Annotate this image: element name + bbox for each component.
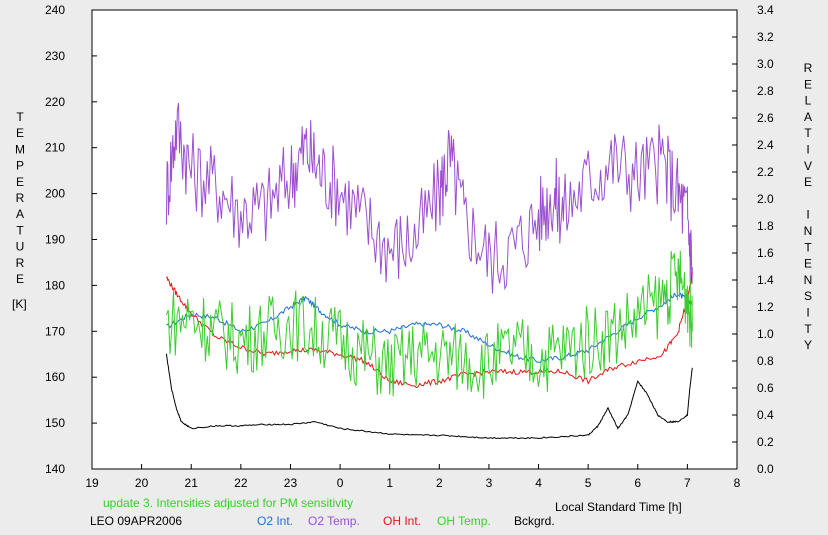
right-axis-title-letter: I: [806, 306, 809, 320]
y-left-tick-label: 190: [45, 233, 65, 247]
y-left-tick-label: 140: [45, 462, 65, 476]
legend-entry: Bckgrd.: [514, 514, 555, 528]
right-axis-title-letter: I: [806, 143, 809, 157]
y-right-tick-label: 2.6: [757, 111, 774, 125]
x-tick-label: 23: [284, 476, 298, 490]
y-right-tick-label: 2.8: [757, 84, 774, 98]
right-axis-title-letter: V: [804, 159, 812, 173]
y-left-tick-label: 200: [45, 187, 65, 201]
legend-entry: O2 Int.: [257, 514, 293, 528]
x-tick-label: 21: [185, 476, 199, 490]
left-axis-title-letter: T: [16, 110, 24, 124]
y-right-tick-label: 3.2: [757, 30, 774, 44]
series-line-o2-temp: [165, 103, 693, 294]
y-left-tick-label: 230: [45, 49, 65, 63]
y-left-tick-label: 170: [45, 324, 65, 338]
y-right-tick-label: 2.2: [757, 165, 774, 179]
x-tick-label: 5: [585, 476, 592, 490]
station-date-label: LEO 09APR2006: [90, 514, 182, 528]
series-line-bckgrd: [165, 353, 693, 440]
y-left-tick-label: 150: [45, 416, 65, 430]
y-right-tick-label: 1.8: [757, 219, 774, 233]
left-axis-title-letter: R: [16, 256, 25, 270]
right-axis-title-letter: Y: [804, 338, 812, 352]
y-left-tick-label: 220: [45, 95, 65, 109]
x-tick-label: 6: [634, 476, 641, 490]
right-axis-title-letter: I: [806, 208, 809, 222]
right-axis-title-letter: L: [805, 94, 812, 108]
left-axis-title-letter: P: [16, 159, 24, 173]
legend-entry: OH Temp.: [437, 514, 491, 528]
x-tick-label: 3: [486, 476, 493, 490]
y-left-tick-label: 210: [45, 141, 65, 155]
right-axis-title-letter: S: [804, 289, 812, 303]
x-tick-label: 1: [386, 476, 393, 490]
y-right-tick-label: 0.2: [757, 435, 774, 449]
axes-layer: 19 20 21 22 23 0 1 2 3 4 5 6 7 8140150160170180190200…: [15, 3, 813, 490]
y-right-tick-label: 2.4: [757, 138, 774, 152]
series-layer: [165, 103, 693, 440]
right-axis-title-letter: R: [804, 61, 813, 75]
y-right-tick-label: 1.0: [757, 327, 774, 341]
x-tick-label: 20: [135, 476, 149, 490]
y-right-tick-label: 3.0: [757, 57, 774, 71]
right-axis-title-letter: E: [804, 257, 812, 271]
x-tick-label: 4: [535, 476, 542, 490]
left-axis-title-letter: E: [16, 126, 24, 140]
y-right-tick-label: 0.8: [757, 354, 774, 368]
y-left-tick-label: 160: [45, 370, 65, 384]
right-axis-title-letter: E: [804, 175, 812, 189]
right-axis-title-letter: T: [804, 126, 812, 140]
left-axis-title-letter: U: [16, 240, 25, 254]
y-right-tick-label: 0.0: [757, 462, 774, 476]
x-tick-label: 8: [734, 476, 741, 490]
x-tick-label: 22: [234, 476, 248, 490]
left-axis-title-letter: M: [15, 142, 25, 156]
y-right-tick-label: 1.4: [757, 273, 774, 287]
legend-entry: OH Int.: [383, 514, 421, 528]
y-right-tick-label: 3.4: [757, 3, 774, 17]
right-axis-title-letter: T: [804, 322, 812, 336]
y-right-tick-label: 0.4: [757, 408, 774, 422]
y-left-tick-label: 240: [45, 3, 65, 17]
x-axis-label: Local Standard Time [h]: [555, 500, 682, 514]
left-axis-title-letter: E: [16, 272, 24, 286]
left-axis-title-letter: R: [16, 191, 25, 205]
x-tick-label: 19: [85, 476, 99, 490]
y-right-tick-label: 0.6: [757, 381, 774, 395]
right-axis-title-letter: A: [804, 110, 812, 124]
y-right-tick-label: 2.0: [757, 192, 774, 206]
right-axis-title-letter: E: [804, 77, 812, 91]
legend-entry: O2 Temp.: [308, 514, 360, 528]
series-line-o2-int: [166, 292, 693, 363]
x-tick-label: 0: [337, 476, 344, 490]
right-axis-title-letter: T: [804, 240, 812, 254]
left-axis-unit: [K]: [12, 297, 27, 311]
x-tick-label: 2: [436, 476, 443, 490]
right-axis-title-letter: N: [804, 224, 813, 238]
calibration-note: update 3. Intensities adjusted for PM se…: [103, 496, 353, 510]
x-tick-label: 7: [684, 476, 691, 490]
left-axis-title-letter: E: [16, 175, 24, 189]
right-axis-title-letter: N: [804, 273, 813, 287]
y-right-tick-label: 1.6: [757, 246, 774, 260]
legend: O2 Int. O2 Temp. OH Int. OH Temp. Bckgrd.: [257, 514, 555, 528]
plot-area: [91, 9, 738, 470]
series-line-oh-int: [165, 270, 693, 389]
series-line-oh-temp: [165, 250, 693, 399]
y-left-tick-label: 180: [45, 278, 65, 292]
left-axis-title-letter: T: [16, 223, 24, 237]
y-right-tick-label: 1.2: [757, 300, 774, 314]
left-axis-title-letter: A: [16, 207, 24, 221]
